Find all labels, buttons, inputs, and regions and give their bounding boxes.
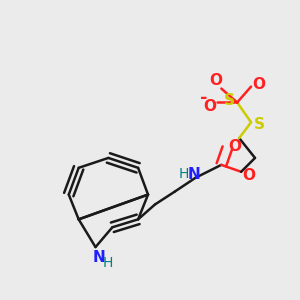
Text: O: O [203,99,216,114]
Text: O: O [209,73,222,88]
Text: N: N [93,250,106,265]
Text: S: S [224,93,235,108]
Text: O: O [243,168,256,183]
Text: S: S [254,117,265,132]
Text: H: H [102,256,112,270]
Text: H: H [178,167,189,181]
Text: -: - [200,89,207,107]
Text: N: N [187,167,200,182]
Text: O: O [253,77,266,92]
Text: O: O [229,139,242,154]
